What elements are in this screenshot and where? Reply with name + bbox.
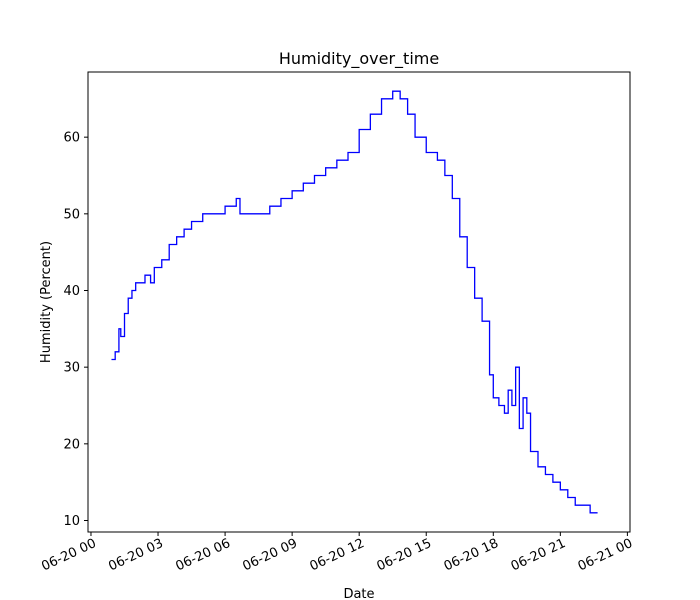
y-tick-label: 30: [63, 361, 80, 376]
y-axis: 10 20 30 40 50 60: [63, 131, 88, 529]
y-tick-label: 40: [63, 284, 80, 299]
chart-title: Humidity_over_time: [279, 49, 439, 69]
y-axis-title: Humidity (Percent): [39, 241, 54, 363]
humidity-series-line: [111, 90, 598, 514]
series-layer: [111, 90, 598, 514]
y-tick-label: 60: [63, 131, 80, 146]
y-tick-label: 50: [63, 207, 80, 222]
x-axis-title: Date: [343, 587, 374, 600]
y-tick-label: 10: [63, 514, 80, 529]
y-tick-label: 20: [63, 437, 80, 452]
